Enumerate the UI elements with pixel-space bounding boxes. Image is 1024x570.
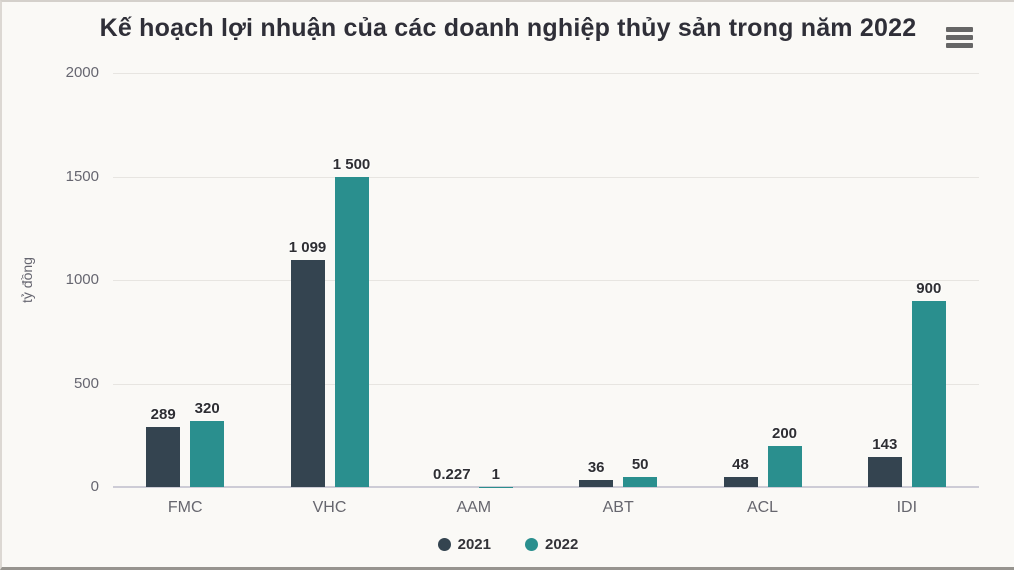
x-axis-category-label: ABT — [602, 499, 634, 516]
bar-value-label: 1 — [491, 465, 500, 483]
y-axis-tick-label: 1000 — [65, 271, 99, 288]
bar-value-label: 1 500 — [332, 155, 371, 173]
hamburger-menu-icon — [946, 34, 973, 40]
bar-value-label: 1 099 — [288, 238, 327, 256]
bar-2022-ACL[interactable] — [767, 445, 802, 487]
bar-2022-ABT[interactable] — [623, 476, 658, 487]
x-axis-line — [113, 486, 979, 488]
legend-marker-icon — [525, 538, 538, 551]
gridline — [113, 73, 979, 74]
gridline — [113, 280, 979, 281]
bar-value-label: 0.227 — [433, 466, 471, 483]
gridline — [113, 176, 979, 178]
chart-title: Kế hoạch lợi nhuận của các doanh nghiệp … — [99, 14, 917, 42]
gridline — [113, 383, 979, 385]
bar-value-label: 143 — [872, 436, 898, 454]
bar-value-label: 200 — [771, 424, 798, 442]
bar-2021-VHC[interactable] — [290, 259, 325, 487]
bar-2022-VHC[interactable] — [334, 176, 369, 487]
x-axis-category-label: IDI — [896, 499, 918, 516]
hamburger-menu-icon — [946, 42, 973, 48]
bar-value-label: 289 — [150, 406, 176, 424]
bar-value-label: 320 — [194, 399, 220, 417]
legend-label: 2022 — [545, 536, 579, 553]
legend-label: 2021 — [457, 536, 491, 553]
bar-2021-ACL[interactable] — [723, 477, 758, 487]
chart-context-menu-button[interactable] — [945, 23, 974, 51]
y-axis-tick-label: 500 — [73, 374, 99, 392]
bar-value-label: 50 — [631, 455, 649, 473]
legend-item-2021[interactable]: 2021 — [437, 536, 491, 553]
y-axis-tick-label: 0 — [90, 478, 99, 495]
bar-value-label: 900 — [916, 279, 942, 297]
x-axis-category-label: FMC — [167, 499, 203, 516]
bar-2022-IDI[interactable] — [911, 300, 946, 487]
bar-value-label: 36 — [587, 458, 605, 476]
bar-2022-FMC[interactable] — [190, 420, 225, 487]
bar-2021-ABT[interactable] — [579, 479, 614, 487]
x-axis-category-label: ACL — [746, 499, 779, 516]
x-axis-category-label: VHC — [312, 499, 347, 516]
bar-2021-IDI[interactable] — [867, 457, 902, 487]
y-axis-tick-label: 1500 — [65, 167, 99, 185]
hamburger-menu-icon — [946, 26, 973, 32]
x-axis-category-label: AAM — [456, 499, 492, 516]
bar-value-label: 48 — [732, 456, 749, 474]
y-axis-tick-label: 2000 — [65, 64, 99, 81]
legend-item-2022[interactable]: 2022 — [525, 536, 578, 553]
bar-2021-FMC[interactable] — [146, 427, 181, 487]
legend-marker-icon — [437, 538, 451, 551]
legend: 2021 2022 — [2, 536, 1014, 553]
title-row: Kế hoạch lợi nhuận của các doanh nghiệp … — [2, 14, 1014, 43]
